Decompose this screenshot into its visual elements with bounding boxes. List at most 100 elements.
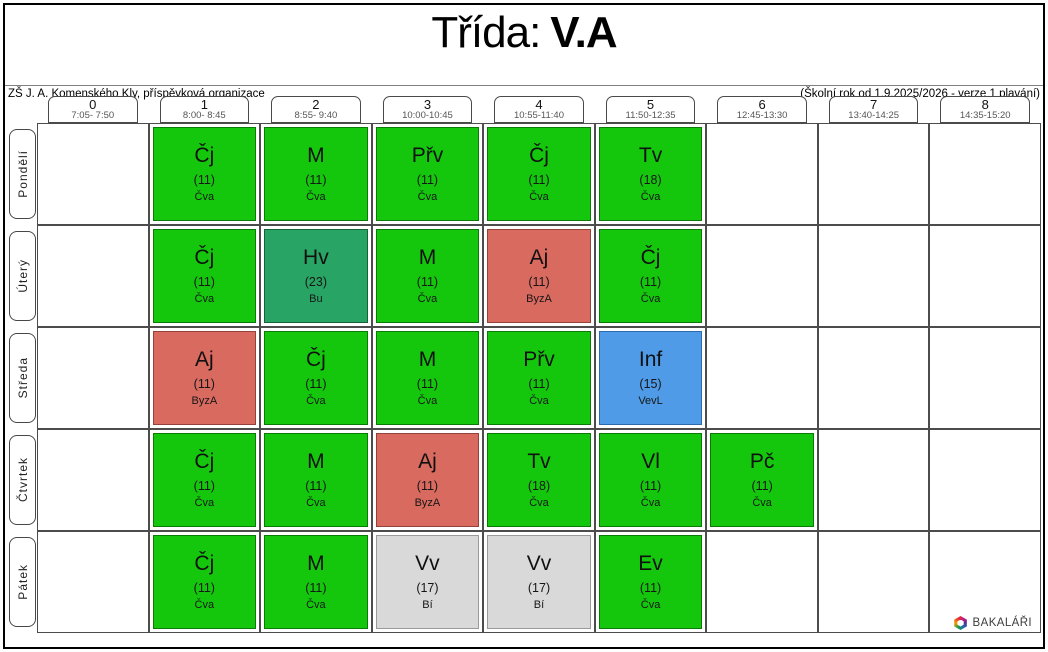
timetable-cell — [37, 531, 149, 633]
title-prefix: Třída: — [431, 8, 541, 57]
timetable-cell — [817, 531, 930, 633]
lesson-card[interactable]: Čj (11) Čva — [487, 127, 591, 221]
grid-corner — [7, 96, 37, 123]
lesson-teacher: Bí — [422, 599, 433, 611]
lesson-room: (11) — [416, 479, 439, 493]
period-header-cell: 1 8:00- 8:45 — [149, 96, 261, 123]
lesson-card[interactable]: Aj (11) ByzA — [152, 331, 257, 425]
lesson-card[interactable]: Přv (11) Čva — [375, 127, 480, 221]
period-time: 10:55-11:40 — [513, 110, 564, 121]
lesson-card[interactable]: Vl (11) Čva — [598, 433, 703, 527]
timetable-cell — [929, 429, 1041, 531]
lesson-card[interactable]: Čj (11) Čva — [152, 127, 257, 221]
lesson-card[interactable]: Aj (11) ByzA — [487, 229, 591, 323]
lesson-teacher: Čva — [306, 599, 326, 611]
lesson-subject: Hv — [303, 246, 329, 269]
timetable-cell — [929, 327, 1041, 429]
period-header: 6 12:45-13:30 — [717, 96, 807, 123]
timetable-cell — [817, 429, 930, 531]
period-header-cell: 2 8:55- 9:40 — [260, 96, 372, 123]
lesson-card[interactable]: Čj (11) Čva — [264, 331, 368, 425]
lesson-subject: Čj — [529, 144, 549, 167]
lesson-subject: Inf — [638, 348, 663, 371]
timetable-cell — [706, 531, 818, 633]
bakalari-logo[interactable]: BAKALÁŘI — [954, 616, 1032, 630]
lesson-subject: Čj — [640, 246, 661, 269]
day-label: Čtvrtek — [15, 457, 30, 503]
day-label-cell: Pátek — [7, 531, 37, 633]
lesson-room: (17) — [527, 581, 551, 595]
lesson-card[interactable]: Hv (23) Bu — [264, 229, 368, 323]
lesson-teacher: ByzA — [414, 497, 441, 509]
timetable-cell: M (11) Čva — [260, 429, 372, 531]
lesson-card[interactable]: Vv (17) Bí — [487, 535, 591, 629]
period-time: 10:00-10:45 — [402, 110, 453, 121]
period-header: 4 10:55-11:40 — [494, 96, 584, 123]
lesson-card[interactable]: M (11) Čva — [264, 127, 368, 221]
lesson-teacher: Čva — [306, 395, 326, 407]
bakalari-logo-text: BAKALÁŘI — [972, 617, 1032, 629]
timetable-cell: Ev (11) Čva — [594, 531, 707, 633]
lesson-card[interactable]: Tv (18) Čva — [487, 433, 591, 527]
lesson-teacher: Čva — [306, 497, 326, 509]
lesson-room: (15) — [639, 377, 662, 391]
lesson-subject: Ev — [638, 552, 663, 575]
lesson-card[interactable]: Přv (11) Čva — [487, 331, 591, 425]
timetable-cell: Hv (23) Bu — [260, 225, 372, 327]
lesson-card[interactable]: Pč (11) Čva — [710, 433, 814, 527]
period-time: 8:00- 8:45 — [182, 110, 226, 121]
day-label: Středa — [15, 357, 30, 399]
lesson-room: (11) — [639, 479, 662, 493]
lesson-card[interactable]: Čj (11) Čva — [152, 535, 257, 629]
period-header-cell: 0 7:05- 7:50 — [37, 96, 149, 123]
timetable-cell: Inf (15) VevL — [594, 327, 707, 429]
lesson-teacher: Čva — [640, 599, 661, 611]
period-time: 8:55- 9:40 — [294, 110, 338, 121]
lesson-card[interactable]: Čj (11) Čva — [598, 229, 703, 323]
day-tab-4: Čtvrtek — [9, 435, 36, 525]
lesson-card[interactable]: M (11) Čva — [264, 433, 368, 527]
period-header-cell: 7 13:40-14:25 — [818, 96, 930, 123]
timetable-cell: Čj (11) Čva — [148, 429, 261, 531]
period-number: 3 — [423, 97, 432, 112]
lesson-subject: Aj — [194, 348, 214, 371]
timetable-cell — [929, 531, 1041, 633]
lesson-card[interactable]: M (11) Čva — [375, 331, 480, 425]
title-class-name: V.A — [550, 8, 617, 57]
lesson-room: (17) — [416, 581, 439, 595]
lesson-teacher: Čva — [640, 293, 661, 305]
day-tab-2: Úterý — [9, 231, 36, 321]
period-header: 2 8:55- 9:40 — [271, 96, 361, 123]
lesson-card[interactable]: M (11) Čva — [264, 535, 368, 629]
lesson-teacher: Čva — [640, 191, 661, 203]
lesson-subject: M — [418, 246, 437, 269]
lesson-card[interactable]: Vv (17) Bí — [375, 535, 480, 629]
timetable-cell: Přv (11) Čva — [371, 123, 484, 225]
timetable-cell: Tv (18) Čva — [483, 429, 595, 531]
day-label: Pátek — [15, 564, 30, 600]
timetable-cell — [706, 123, 818, 225]
lesson-card[interactable]: Čj (11) Čva — [152, 433, 257, 527]
lesson-card[interactable]: Čj (11) Čva — [152, 229, 257, 323]
timetable-cell — [817, 123, 930, 225]
period-number: 0 — [89, 97, 97, 112]
timetable-cell: M (11) Čva — [371, 225, 484, 327]
period-header: 0 7:05- 7:50 — [48, 96, 138, 123]
lesson-card[interactable]: Tv (18) Čva — [598, 127, 703, 221]
lesson-teacher: Čva — [752, 497, 772, 509]
lesson-card[interactable]: M (11) Čva — [375, 229, 480, 323]
lesson-card[interactable]: Inf (15) VevL — [598, 331, 703, 425]
timetable-cell — [706, 327, 818, 429]
timetable-cell — [37, 225, 149, 327]
timetable-cell: Vv (17) Bí — [483, 531, 595, 633]
lesson-teacher: ByzA — [191, 395, 218, 407]
timetable-cell — [929, 123, 1041, 225]
lesson-card[interactable]: Aj (11) ByzA — [375, 433, 480, 527]
period-header-cell: 6 12:45-13:30 — [706, 96, 818, 123]
lesson-teacher: Čva — [417, 191, 438, 203]
timetable-cell — [817, 327, 930, 429]
lesson-room: (11) — [193, 173, 215, 187]
lesson-subject: Přv — [411, 144, 444, 167]
lesson-card[interactable]: Ev (11) Čva — [598, 535, 703, 629]
lesson-teacher: Čva — [194, 293, 215, 305]
